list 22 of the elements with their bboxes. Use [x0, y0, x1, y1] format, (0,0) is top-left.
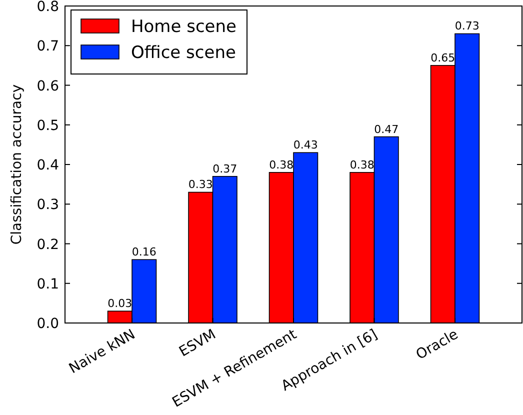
y-tick-label: 0.7: [36, 38, 59, 55]
y-tick-label: 0.2: [36, 236, 59, 253]
y-tick-label: 0.3: [36, 197, 59, 214]
data-label: 0.65: [430, 51, 456, 64]
data-label: 0.03: [108, 297, 132, 310]
data-label: 0.38: [350, 158, 374, 172]
y-tick-label: 0.1: [36, 276, 59, 292]
legend-label: Office scene: [131, 43, 236, 63]
y-tick-label: 0.6: [36, 78, 60, 94]
y-tick-label: 0.8: [36, 0, 59, 15]
legend-label: Home scene: [131, 17, 237, 37]
y-tick-label: 0.0: [36, 316, 59, 332]
data-label: 0.43: [293, 138, 318, 152]
data-label: 0.38: [269, 158, 294, 172]
y-axis-title: Classification accuracy: [9, 84, 25, 245]
data-label: 0.47: [374, 122, 399, 136]
data-label: 0.16: [132, 246, 156, 259]
data-label: 0.33: [188, 178, 213, 192]
y-tick-label: 0.5: [36, 118, 59, 134]
data-label: 0.73: [454, 20, 480, 33]
data-label: 0.37: [212, 162, 238, 176]
y-tick-label: 0.4: [36, 158, 60, 174]
